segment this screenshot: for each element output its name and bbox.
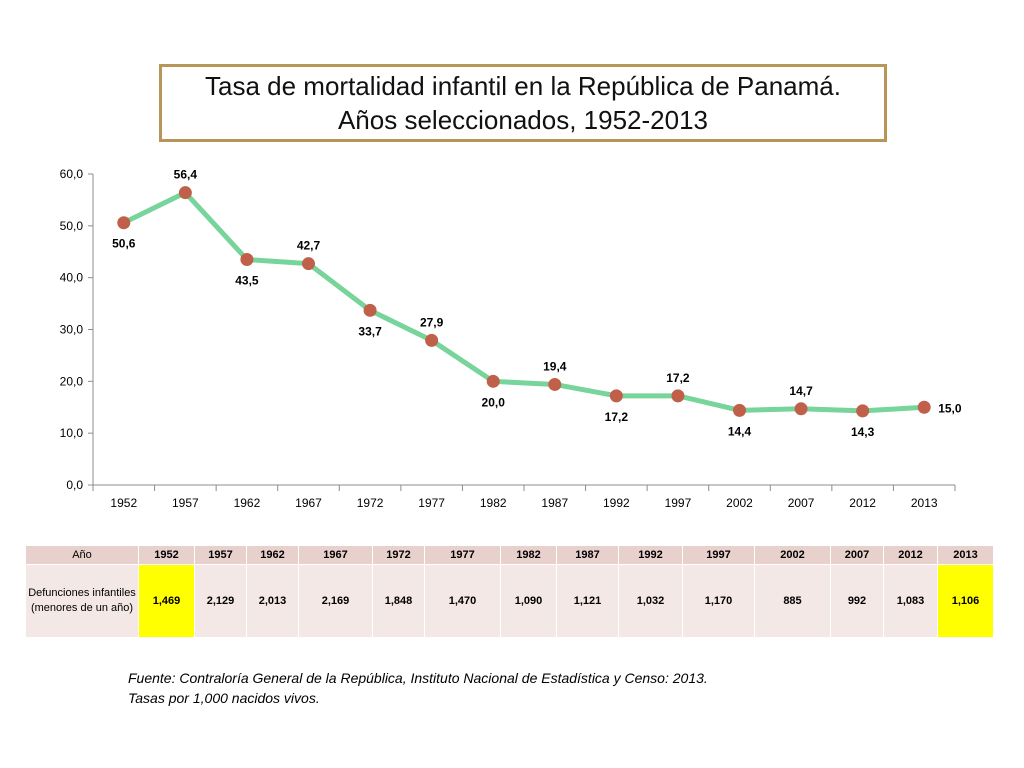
table-cell-deaths: 1,083 [883,564,938,638]
data-label: 50,6 [112,237,136,251]
data-label: 17,2 [605,410,629,424]
table-cell-deaths: 1,469 [138,564,195,638]
data-label: 14,7 [789,384,813,398]
table-value-row: Defunciones infantiles (menores de un añ… [25,564,994,638]
x-tick-label: 1997 [665,496,692,510]
data-point-marker [548,377,562,391]
table-cell-deaths: 1,090 [500,564,557,638]
data-label: 27,9 [420,315,444,329]
table-cell-deaths: 2,013 [246,564,299,638]
x-tick-label: 1952 [110,496,137,510]
table-cell-year: 1957 [194,545,247,565]
table-cell-deaths: 1,170 [682,564,755,638]
data-point-marker [486,374,500,388]
x-tick-label: 1977 [418,496,445,510]
table-cell-year: 1977 [424,545,501,565]
x-tick-label: 1987 [541,496,568,510]
data-point-marker [302,257,315,271]
data-point-marker [856,404,870,418]
data-label: 33,7 [358,324,382,338]
table-cell-year: 2002 [754,545,831,565]
table-cell-deaths: 1,470 [424,564,501,638]
x-tick-label: 1992 [603,496,630,510]
chart-title-box: Tasa de mortalidad infantil en la Repúbl… [159,64,887,142]
table-cell-deaths: 1,121 [556,564,619,638]
x-tick-label: 1957 [172,496,199,510]
series-line [121,190,927,414]
table-cell-year: 1972 [372,545,425,565]
line-chart: 0,0 10,0 20,0 30,0 40,0 50,0 60,0 1952 1957 1962 1… [60,167,962,510]
y-tick-label: 20,0 [60,374,84,388]
table-cell-year: 2013 [937,545,994,565]
data-point-marker [733,403,746,417]
x-tick-label: 2012 [849,496,876,510]
source-line-1: Fuente: Contraloría General de la Repúbl… [128,670,708,686]
table-cell-year: 1992 [618,545,683,565]
data-labels-group: 50,6 56,4 43,5 42,7 33,7 27,9 20,0 19,4 17,2 17,2… [112,168,962,439]
table-cell-year: 1997 [682,545,755,565]
x-tick-label: 1982 [480,496,507,510]
y-tick-label: 60,0 [60,167,84,181]
table-header-row: Año 1952 1957 1962 1967 1972 1977 1982 1987 1992… [25,545,994,565]
y-tick-label: 40,0 [60,271,84,285]
y-tick-label: 30,0 [60,323,84,337]
chart-axes: 0,0 10,0 20,0 30,0 40,0 50,0 60,0 1952 1957 1962 1… [60,167,956,510]
data-point-marker [425,333,439,347]
table-cell-deaths: 1,848 [372,564,425,638]
data-label: 43,5 [235,274,259,288]
table-cell-deaths: 992 [830,564,884,638]
source-note: Fuente: Contraloría General de la Repúbl… [128,668,708,708]
data-point-marker [240,253,254,267]
table-cell-year: 1982 [500,545,557,565]
table-cell-year: 1962 [246,545,299,565]
x-tick-label: 2007 [788,496,815,510]
source-line-2: Tasas por 1,000 nacidos vivos. [128,690,320,706]
table-cell-deaths: 2,169 [298,564,373,638]
data-markers-group [117,186,931,418]
table-cell-year: 2012 [883,545,938,565]
x-tick-label: 2002 [726,496,753,510]
table-cell-year: 1967 [298,545,373,565]
table-row-label-deaths: Defunciones infantiles (menores de un añ… [25,564,139,638]
y-tick-label: 50,0 [60,219,84,233]
data-point-marker [609,389,623,403]
data-point-marker [671,389,685,403]
data-point-marker [117,216,131,230]
data-label: 14,3 [851,425,875,439]
table-cell-year: 2007 [830,545,884,565]
data-label: 56,4 [174,168,198,182]
data-label: 15,0 [938,401,962,415]
deaths-table: Año 1952 1957 1962 1967 1972 1977 1982 1987 1992… [25,545,994,638]
data-point-marker [794,402,808,416]
table-cell-deaths: 1,032 [618,564,683,638]
data-label: 19,4 [543,359,567,373]
table-cell-year: 1987 [556,545,619,565]
x-tick-label: 1967 [295,496,322,510]
series-line-group [121,190,927,414]
x-tick-label: 2013 [911,496,938,510]
chart-title-line-2: Años seleccionados, 1952-2013 [337,105,709,135]
table-row-label-year: Año [25,545,139,565]
table-cell-year: 1952 [138,545,195,565]
data-label: 42,7 [297,239,321,253]
data-label: 20,0 [482,395,506,409]
data-point-marker [178,186,192,200]
data-label: 17,2 [666,371,690,385]
x-tick-label: 1962 [234,496,261,510]
table-cell-deaths: 1,106 [937,564,994,638]
data-point-marker [363,303,377,317]
x-tick-label: 1972 [357,496,384,510]
y-tick-label: 0,0 [66,478,83,492]
table-cell-deaths: 885 [754,564,831,638]
data-label: 14,4 [728,424,752,438]
chart-title-line-1: Tasa de mortalidad infantil en la Repúbl… [205,71,841,101]
y-tick-label: 10,0 [60,426,84,440]
table-cell-deaths: 2,129 [194,564,247,638]
data-point-marker [917,400,931,414]
